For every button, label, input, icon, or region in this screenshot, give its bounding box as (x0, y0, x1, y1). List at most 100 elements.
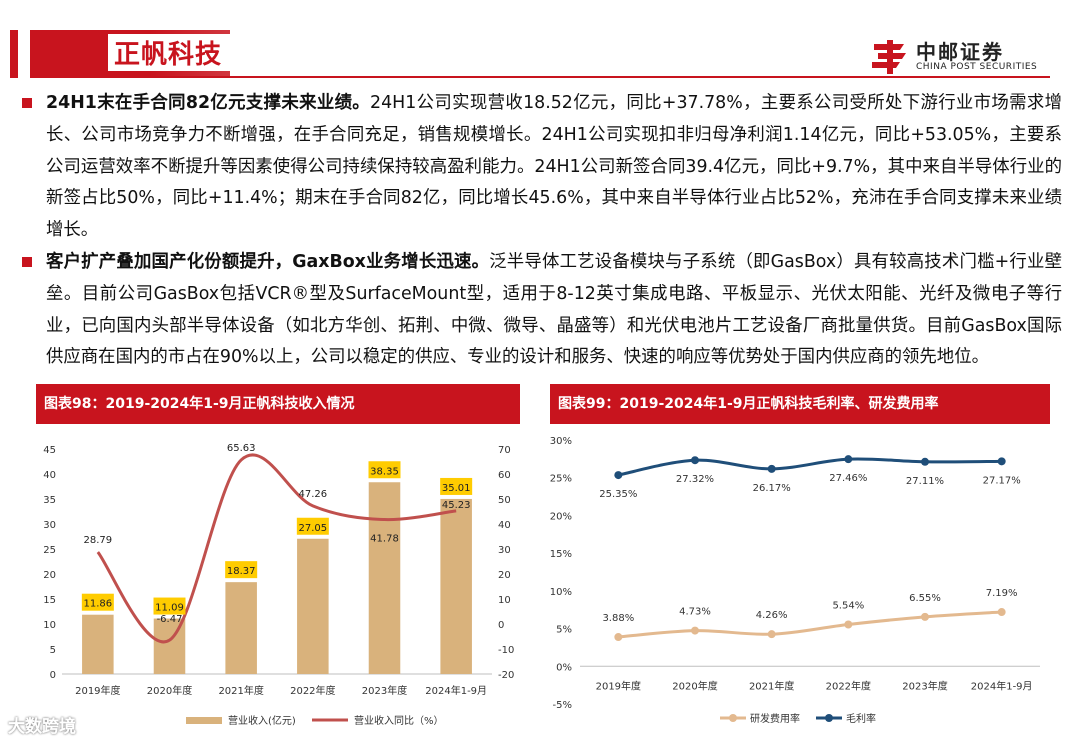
paragraph-1: 24H1末在手合同82亿元支撑未来业绩。24H1公司实现营收18.52亿元，同比… (22, 88, 1062, 247)
rd-ratio-line (618, 610, 1002, 639)
margin-chart: 图表99：2019-2024年1-9月正帆科技毛利率、研发费用率 -5% 0% 5%… (550, 384, 1050, 728)
x-tick-label: 2020年度 (672, 679, 717, 692)
x-tick-label: 2019年度 (596, 679, 641, 692)
revenue-bar (225, 582, 257, 674)
bar-value-label: 11.86 (84, 599, 113, 610)
y-tick-label: 25% (550, 474, 572, 485)
gross-margin-label: 27.46% (829, 473, 867, 484)
rd-ratio-label: 5.54% (832, 600, 864, 611)
bar-value-label: 35.01 (442, 483, 471, 494)
left-axis-tick-label: 30 (43, 520, 56, 531)
y-tick-label: 10% (550, 587, 572, 598)
rd-ratio-label: 4.73% (679, 607, 711, 618)
y-tick-label: 0% (556, 662, 572, 673)
legend-swatch-revenue (186, 717, 222, 724)
left-axis-tick-label: 10 (43, 620, 56, 631)
page-title: 正帆科技 (108, 34, 231, 71)
left-axis-tick-label: 35 (43, 495, 56, 506)
line-value-label: 47.26 (299, 489, 328, 500)
gross-margin-label: 27.17% (983, 475, 1021, 486)
bar-value-label: 27.05 (299, 523, 328, 534)
paragraph-lead: 客户扩产叠加国产化份额提升，GaxBox业务增长迅速。 (46, 251, 490, 272)
bar-label-bg (296, 517, 329, 535)
paragraph-text: 泛半导体工艺设备模块与子系统（即GasBox）具有较高技术门槛+行业壁垒。目前公… (46, 251, 1062, 368)
rd-ratio-point (767, 630, 776, 639)
bullet-icon (22, 98, 32, 108)
rd-ratio-point (997, 608, 1006, 617)
x-tick-label: 2021年度 (749, 679, 794, 692)
gross-margin-point (997, 457, 1006, 466)
bar-label-bg (368, 461, 401, 479)
legend-label-gm: 毛利率 (846, 712, 876, 725)
margin-chart-svg: -5% 0% 5% 10% 15% 20% 25% 30% 3.88% 4.73% 4.26% 5.5… (550, 436, 1040, 725)
rd-ratio-point (844, 620, 853, 629)
right-axis-tick-label: 10 (498, 595, 511, 606)
paragraph-2: 客户扩产叠加国产化份额提升，GaxBox业务增长迅速。泛半导体工艺设备模块与子系… (22, 247, 1062, 374)
gross-margin-point (614, 471, 623, 480)
y-tick-label: 30% (550, 436, 572, 447)
revenue-bar (440, 498, 472, 674)
gross-margin-label: 26.17% (753, 483, 791, 494)
gross-margin-point (691, 456, 699, 465)
line-value-label: 28.79 (84, 535, 113, 546)
right-axis-tick-label: 60 (498, 470, 511, 481)
legend-label-revenue: 营业收入(亿元) (228, 714, 296, 727)
gross-margin-point (921, 457, 929, 466)
left-axis-tick-label: 45 (43, 445, 56, 456)
x-tick-label: 2022年度 (826, 679, 871, 692)
right-axis-tick-label: -10 (498, 645, 514, 656)
y-tick-label: -5% (553, 700, 572, 711)
bar-value-label: 11.09 (155, 603, 184, 614)
paragraph-lead: 24H1末在手合同82亿元支撑未来业绩。 (46, 93, 371, 113)
y-tick-label: 15% (550, 549, 572, 560)
revenue-bar (368, 482, 401, 674)
legend-label-rd: 研发费用率 (750, 712, 800, 725)
rd-ratio-point (614, 633, 623, 642)
x-tick-label: 2024年1-9月 (971, 679, 1033, 692)
line-value-label: -6.47 (157, 614, 183, 625)
paragraph-text: 24H1公司实现营收18.52亿元，同比+37.78%，主要系公司受所处下游行业… (46, 93, 1062, 241)
company-logo: 中邮证券 CHINA POST SECURITIES (870, 36, 1050, 80)
logo-text-en: CHINA POST SECURITIES (916, 62, 1038, 72)
right-axis-tick-label: 70 (498, 445, 511, 456)
x-tick-label: 2024年1-9月 (425, 684, 487, 697)
right-axis-tick-label: 0 (498, 620, 504, 631)
x-tick-label: 2020年度 (147, 684, 192, 697)
bar-label-bg (153, 597, 186, 615)
watermark: 大数跨境 (8, 717, 76, 737)
x-tick-label: 2019年度 (75, 684, 120, 697)
rd-ratio-label: 6.55% (909, 593, 941, 604)
gross-margin-label: 25.35% (599, 489, 637, 500)
chart-title: 图表98：2019-2024年1-9月正帆科技收入情况 (36, 384, 520, 424)
gross-margin-label: 27.32% (676, 474, 714, 485)
rd-ratio-point (921, 612, 929, 621)
left-axis-tick-label: 5 (50, 645, 56, 656)
rd-ratio-point (691, 626, 699, 635)
bar-label-bg (440, 477, 473, 495)
logo-text-cn: 中邮证券 (916, 40, 1004, 64)
revenue-chart-svg: 0 5 10 15 20 25 30 35 40 45 -20 -10 0 10 20 30 40 50 60 70 1… (43, 443, 514, 727)
legend-label-yoy: 营业收入同比（%） (354, 714, 444, 727)
left-axis-tick-label: 25 (43, 545, 56, 556)
china-post-logo-icon (872, 40, 906, 74)
bar-value-label: 38.35 (370, 466, 399, 477)
left-axis-tick-label: 20 (43, 570, 56, 581)
rd-ratio-label: 4.26% (756, 610, 788, 621)
left-axis-tick-label: 15 (43, 595, 56, 606)
bar-label-bg (81, 593, 114, 611)
y-tick-label: 5% (556, 625, 572, 636)
body-text: 24H1末在手合同82亿元支撑未来业绩。24H1公司实现营收18.52亿元，同比… (22, 88, 1062, 374)
x-tick-label: 2021年度 (218, 684, 263, 697)
revenue-chart: 图表98：2019-2024年1-9月正帆科技收入情况 0 5 10 15 20 25 30… (36, 384, 520, 728)
header-divider (30, 76, 1050, 78)
right-axis-tick-label: 40 (498, 520, 511, 531)
x-tick-label: 2023年度 (362, 684, 407, 697)
bar-value-label: 18.37 (227, 566, 256, 577)
revenue-bar (82, 614, 114, 674)
bar-label-bg (225, 561, 258, 579)
right-axis-tick-label: -20 (498, 670, 514, 681)
gross-margin-line (618, 457, 1002, 477)
rd-ratio-label: 7.19% (986, 588, 1018, 599)
rd-ratio-label: 3.88% (602, 613, 634, 624)
right-axis-tick-label: 30 (498, 545, 511, 556)
